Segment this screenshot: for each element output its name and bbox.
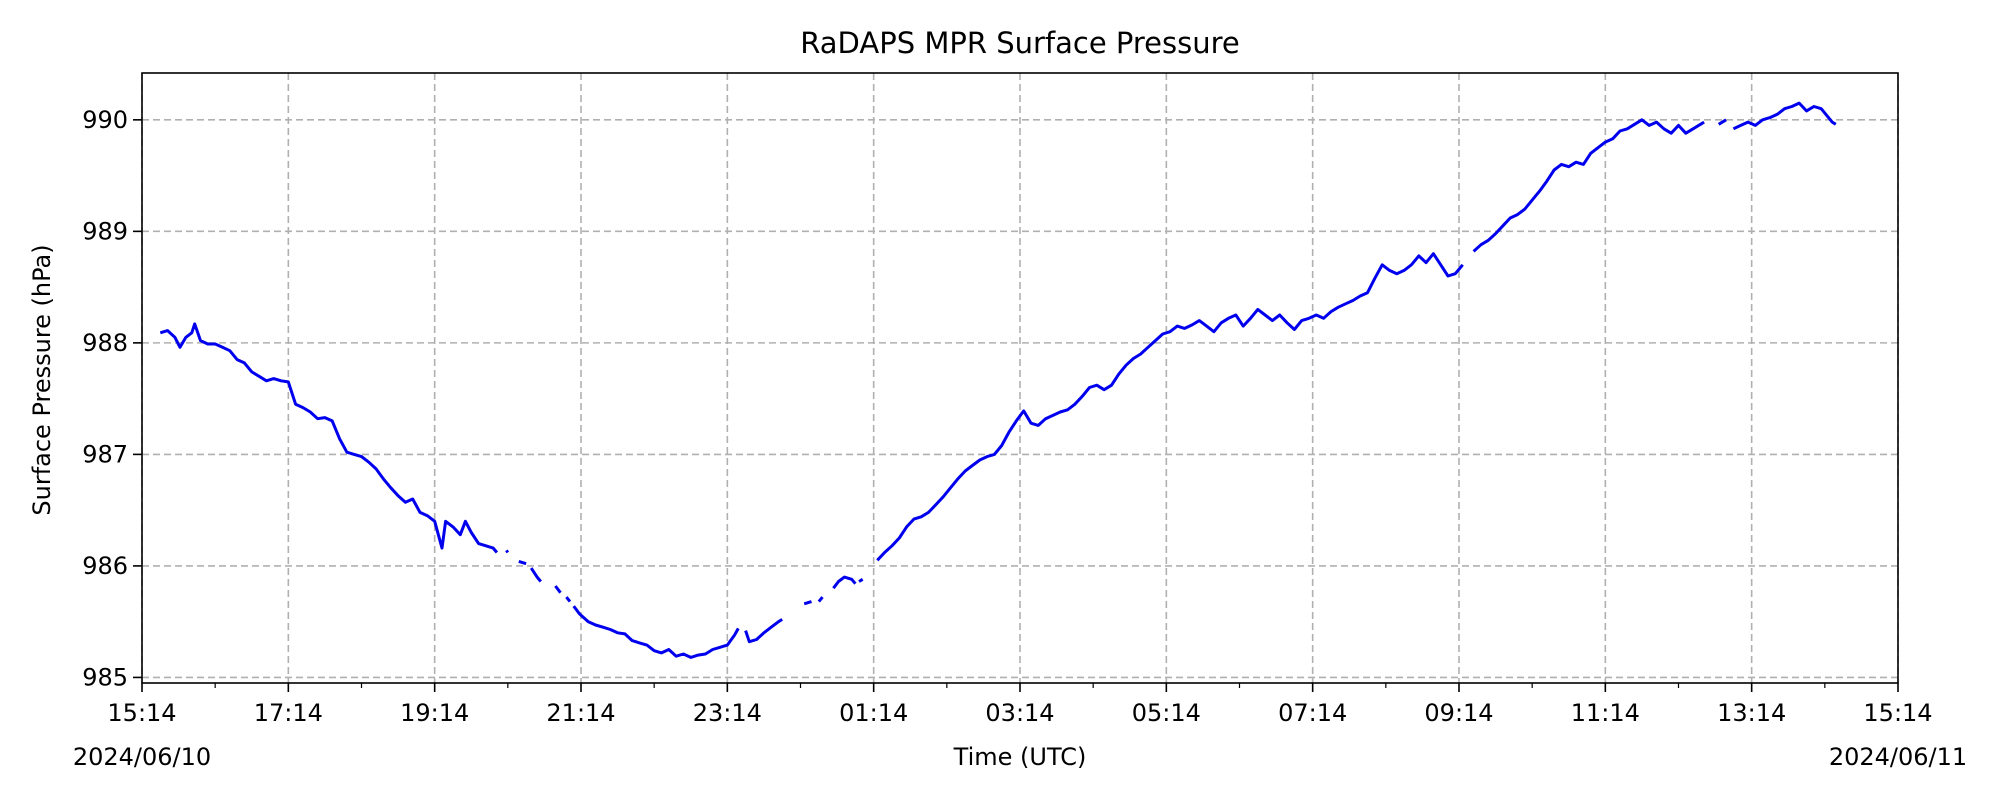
pressure-line-segment [1717,118,1727,126]
pressure-line-segment [858,578,864,583]
y-tick-label: 990 [82,106,128,134]
date-end-label: 2024/06/11 [1829,743,1967,771]
pressure-line-segment [876,252,1464,562]
y-axis-title: Surface Pressure (hPa) [28,244,56,515]
date-start-label: 2024/06/10 [73,743,211,771]
y-tick-label: 987 [82,440,128,468]
chart-title: RaDAPS MPR Surface Pressure [800,26,1239,60]
pressure-line-segment [505,549,510,554]
x-tick-label: 05:14 [1132,699,1201,727]
pressure-line-segment [565,596,572,603]
pressure-line-segment [518,559,527,566]
x-tick-label: 01:14 [839,699,908,727]
pressure-line-segment [554,585,562,594]
x-tick-label: 19:14 [400,699,469,727]
x-tick-label: 03:14 [985,699,1054,727]
y-tick-label: 986 [82,552,128,580]
ticks: 15:14 17:14 19:14 21:14 23:14 01:14 03:14 05:14… [82,106,1932,727]
y-tick-label: 988 [82,329,128,357]
x-tick-label: 13:14 [1717,699,1786,727]
y-tick-label: 985 [82,663,128,691]
x-tick-label: 23:14 [693,699,762,727]
pressure-line-segment [529,567,542,583]
x-tick-label: 17:14 [254,699,323,727]
x-tick-label: 11:14 [1571,699,1640,727]
pressure-line-segment [159,322,499,554]
x-axis-title: Time (UTC) [953,743,1087,771]
pressure-line-segment [744,618,783,644]
x-tick-label: 21:14 [546,699,615,727]
pressure-line-segment [1472,118,1705,253]
pressure-line-segment [1732,101,1837,131]
pressure-line-segment [832,575,857,590]
y-tick-label: 989 [82,217,128,245]
x-tick-label: 09:14 [1424,699,1493,727]
x-tick-label: 07:14 [1278,699,1347,727]
pressure-line-segment [572,605,740,659]
series-layer [159,101,1837,659]
x-tick-label: 15:14 [1863,699,1932,727]
pressure-line-segment [803,600,812,606]
x-tick-label: 15:14 [107,699,176,727]
pressure-line-segment [817,596,824,603]
